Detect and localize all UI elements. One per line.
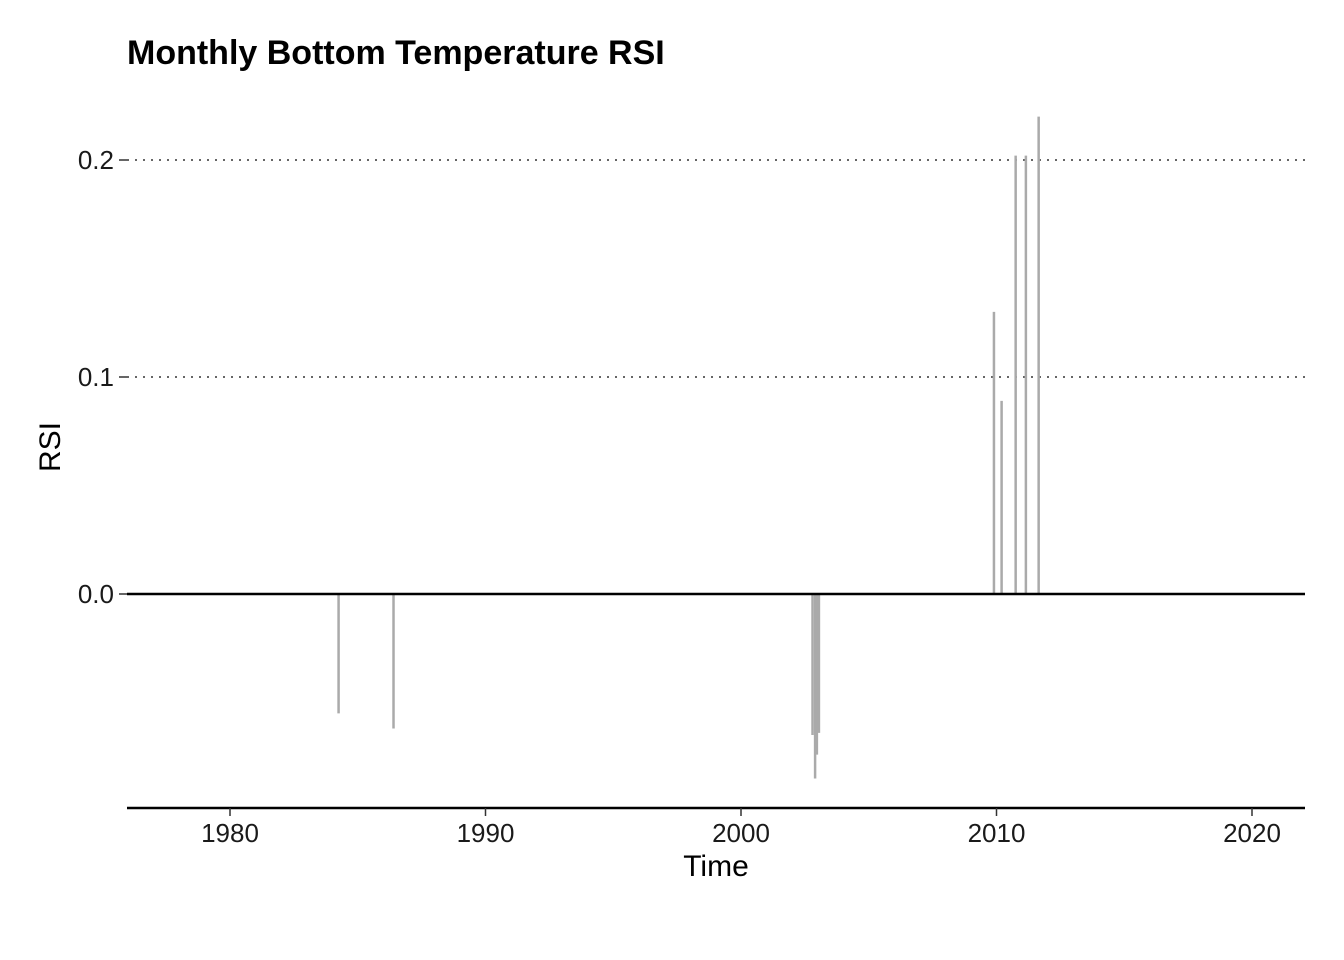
x-tick-label: 2020 [1223,818,1281,848]
y-tick-label: 0.0 [78,579,114,609]
y-tick-label: 0.2 [78,145,114,175]
chart-title: Monthly Bottom Temperature RSI [127,34,665,72]
rsi-series [178,116,1250,779]
x-tick-label: 1990 [457,818,515,848]
x-axis-label: Time [683,850,749,883]
x-tick-label: 1980 [201,818,259,848]
y-axis-label: RSI [34,422,67,472]
gridlines [127,159,1305,378]
x-tick-label: 2010 [968,818,1026,848]
x-tick-label: 2000 [712,818,770,848]
x-axis: 1980 1990 2000 2010 2020 [127,806,1305,848]
y-axis-ticks: 0.0 0.1 0.2 [78,145,127,609]
y-tick-label: 0.1 [78,362,114,392]
